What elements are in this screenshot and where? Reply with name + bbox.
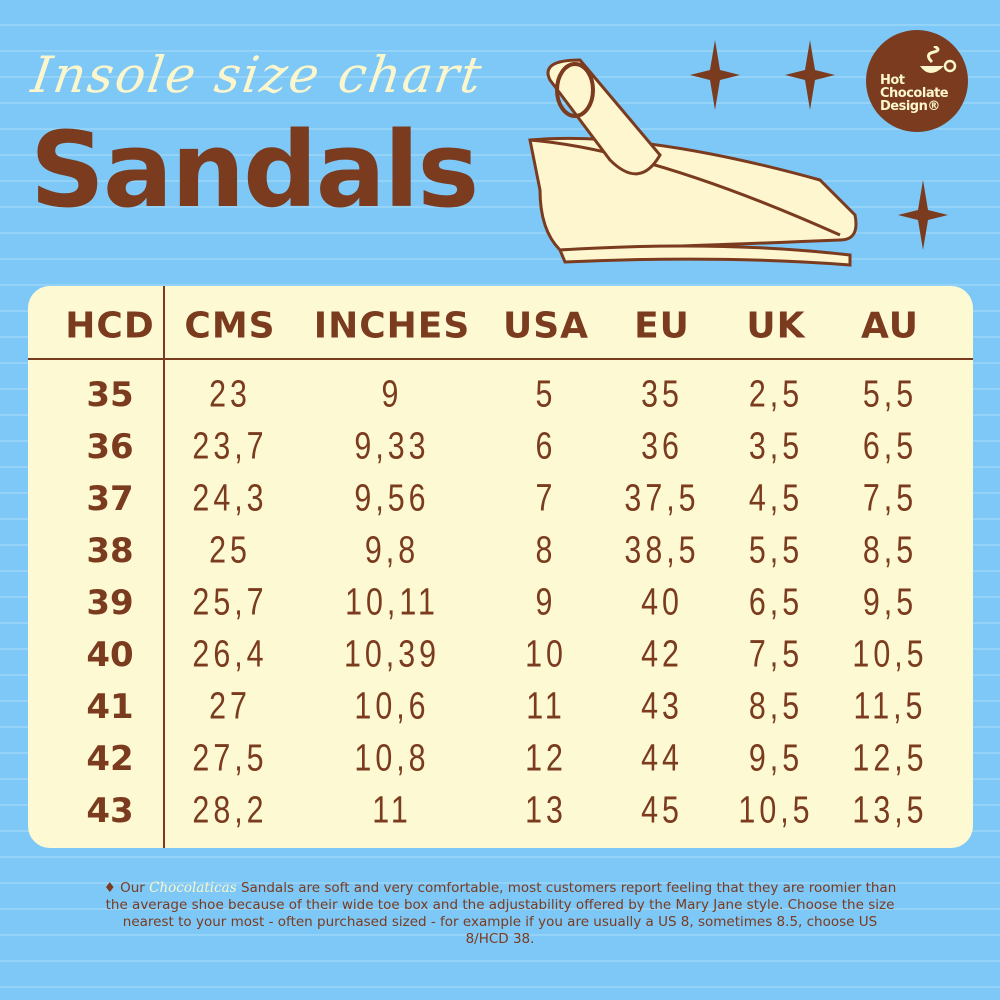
table-cell: 42 [641,633,683,676]
size-table: HCD CMS INCHES USA EU UK AU 35 23 9 5 35 2,5 5,5 36 23,… [28,286,973,848]
table-cell: 8 [535,529,557,572]
header-divider [28,358,973,360]
table-cell: 9,5 [862,581,918,624]
table-cell: 35 [641,373,683,416]
table-cell: 25,7 [192,581,268,624]
table-cell: 10,39 [343,633,441,676]
column-header-cms: CMS [184,305,276,347]
sandal-illustration [528,58,858,267]
table-cell: 3,5 [748,425,804,468]
table-cell: 7 [535,477,557,520]
row-header: 37 [86,479,134,519]
column-header-eu: EU [634,305,690,347]
cup-icon [920,46,957,73]
table-cell: 26,4 [192,633,268,676]
table-cell: 9,56 [354,477,430,520]
table-cell: 13 [525,789,567,832]
table-cell: 10,11 [345,581,439,624]
hot-chocolate-design-logo: Hot Chocolate Design® [866,30,968,132]
note-prefix: Our [120,880,145,896]
table-cell: 9 [381,373,403,416]
table-cell: 6,5 [862,425,918,468]
table-cell: 8,5 [748,685,804,728]
table-cell: 44 [641,737,683,780]
table-cell: 11 [372,789,412,832]
table-cell: 11 [526,685,566,728]
row-header: 39 [86,583,134,623]
table-cell: 36 [641,425,683,468]
page-title: Sandals [30,109,479,231]
table-cell: 2,5 [748,373,804,416]
column-header-inches: INCHES [313,305,471,347]
table-cell: 9,33 [354,425,430,468]
table-cell: 5,5 [862,373,918,416]
table-cell: 13,5 [852,789,928,832]
table-cell: 9,8 [364,529,420,572]
table-cell: 11,5 [853,685,927,728]
logo-line: Chocolate [880,86,949,101]
table-cell: 38,5 [624,529,700,572]
row-header: 41 [86,687,134,727]
table-cell: 10,6 [354,685,430,728]
column-header-usa: USA [502,305,590,347]
table-cell: 12 [525,737,567,780]
footnote: ♦ Our Chocolaticas Sandals are soft and … [100,880,900,948]
table-cell: 23,7 [192,425,268,468]
star-icon [690,40,740,110]
table-cell: 12,5 [852,737,928,780]
table-cell: 9,5 [748,737,804,780]
row-header: 35 [86,375,134,415]
table-cell: 10,8 [354,737,430,780]
table-cell: 6 [535,425,557,468]
note-text: Sandals are soft and very comfortable, m… [105,880,897,947]
row-header: 38 [86,531,134,571]
table-cell: 6,5 [748,581,804,624]
brand-logo-text: Chocolaticas [149,880,237,896]
table-cell: 43 [641,685,683,728]
bullet-icon: ♦ [103,880,116,896]
table-cell: 28,2 [192,789,268,832]
table-cell: 45 [641,789,683,832]
star-icon [785,40,835,110]
column-header-hcd: HCD [65,305,155,347]
table-cell: 27 [209,685,251,728]
column-divider [163,286,165,848]
star-icon [898,180,948,250]
logo-line: Design® [880,99,940,114]
row-header: 40 [86,635,134,675]
row-header: 36 [86,427,134,467]
table-cell: 5,5 [748,529,804,572]
table-cell: 25 [209,529,251,572]
table-cell: 24,3 [192,477,268,520]
table-cell: 37,5 [624,477,700,520]
table-cell: 10,5 [738,789,814,832]
row-header: 42 [86,739,134,779]
table-cell: 7,5 [748,633,804,676]
row-header: 43 [86,791,134,831]
table-cell: 9 [535,581,557,624]
table-cell: 40 [641,581,683,624]
logo-line: Hot [880,73,905,88]
column-header-uk: UK [746,305,806,347]
subtitle: Insole size chart [27,46,487,104]
column-header-au: AU [861,305,919,347]
table-cell: 4,5 [748,477,804,520]
table-cell: 8,5 [862,529,918,572]
table-cell: 10,5 [852,633,928,676]
table-cell: 5 [535,373,557,416]
table-cell: 23 [209,373,251,416]
table-cell: 7,5 [862,477,918,520]
table-cell: 10 [525,633,567,676]
table-cell: 27,5 [192,737,268,780]
